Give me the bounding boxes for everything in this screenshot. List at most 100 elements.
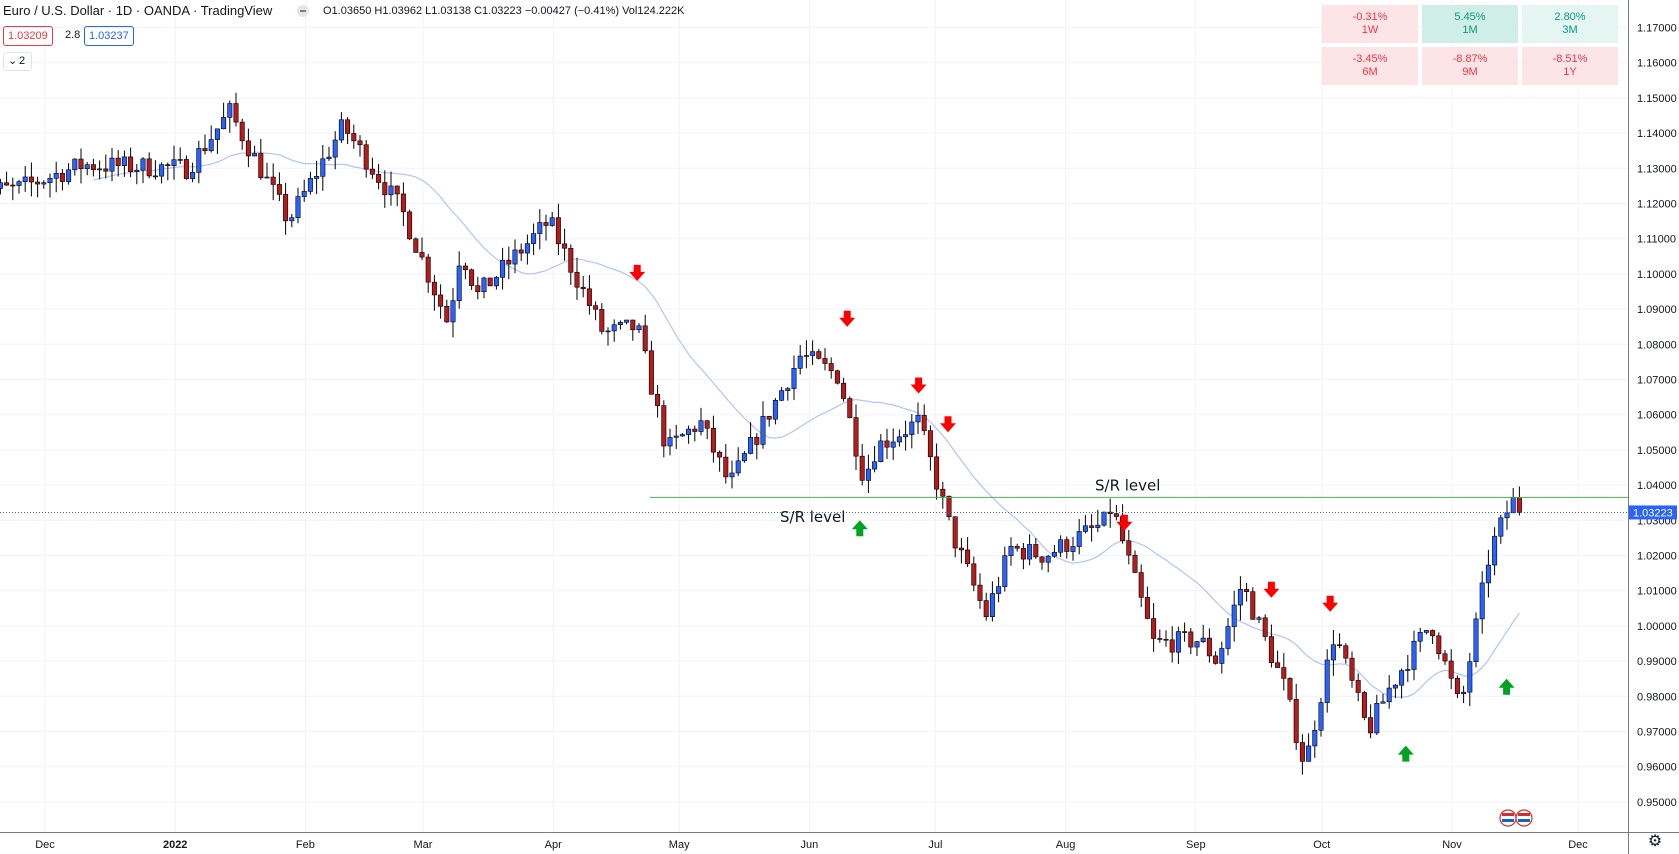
candle-body: [1392, 684, 1398, 689]
candle-body: [1504, 512, 1510, 519]
candle-body: [803, 355, 809, 357]
event-flag-stripe: [1518, 813, 1530, 816]
candle-body: [1113, 513, 1119, 517]
perf-cell-3m: 2.80% 3M: [1522, 5, 1618, 43]
y-tick-label: 1.11000: [1637, 234, 1676, 246]
candle-body: [1237, 589, 1243, 606]
candle-body: [1454, 677, 1460, 695]
candle-body: [717, 451, 723, 458]
candle-body: [289, 217, 295, 222]
perf-value: 2.80%: [1554, 11, 1586, 23]
sr-label: S/R level: [780, 508, 845, 526]
candle-body: [481, 277, 487, 293]
candle-body: [679, 434, 685, 437]
candle-body: [822, 358, 828, 364]
candle-body: [1281, 667, 1287, 679]
candle-body: [487, 277, 493, 287]
candle-body: [22, 176, 28, 182]
candle-body: [648, 350, 654, 395]
candle-body: [1231, 604, 1237, 627]
y-tick-label: 1.08000: [1637, 339, 1677, 351]
x-tick-label: Jul: [928, 839, 942, 851]
candle-body: [295, 196, 301, 218]
candle-body: [1318, 702, 1324, 731]
candle-body: [655, 393, 661, 406]
perf-label: 3M: [1562, 24, 1578, 36]
candle-body: [1008, 546, 1014, 556]
candle-body: [531, 233, 537, 244]
indicators-toggle[interactable]: ⌄ 2: [3, 52, 32, 71]
candle-body: [524, 243, 530, 254]
candle-body: [1324, 659, 1330, 703]
candle-body: [84, 164, 90, 170]
candle-body: [661, 405, 667, 447]
y-tick-label: 0.98000: [1637, 691, 1677, 703]
candle-body: [1051, 551, 1057, 557]
y-tick-label: 1.17000: [1637, 23, 1677, 35]
y-tick-label: 1.06000: [1637, 410, 1677, 422]
candle-body: [419, 252, 425, 258]
candle-body: [741, 453, 747, 462]
candle-body: [1510, 497, 1516, 514]
indicator-count: 2: [19, 55, 26, 67]
up-arrow-marker: [851, 520, 868, 537]
moving-average-line: [93, 151, 1520, 698]
y-tick-label: 1.00000: [1637, 621, 1677, 633]
collapse-icon[interactable]: [297, 5, 309, 17]
candle-body: [865, 468, 871, 481]
event-flag-stripe: [1502, 819, 1514, 822]
symbol-title[interactable]: Euro / U.S. Dollar · 1D · OANDA · Tradin…: [3, 3, 273, 18]
candle-body: [425, 256, 431, 283]
performance-widget: -0.31% 1W 5.45% 1M 2.80% 3M -3.45% 6M -8.87%…: [1322, 5, 1618, 85]
candle-body: [580, 286, 586, 290]
candle-body: [202, 148, 208, 152]
candle-body: [1516, 497, 1522, 513]
candle-body: [431, 281, 437, 296]
candle-body: [1293, 698, 1299, 743]
y-tick-label: 1.12000: [1637, 199, 1677, 211]
candle-body: [363, 144, 369, 170]
candle-body: [1194, 641, 1200, 648]
last-price-badge: [1629, 505, 1677, 520]
candle-body: [10, 184, 16, 187]
sell-price-button[interactable]: 1.03209: [3, 26, 53, 46]
candle-body: [121, 156, 127, 166]
candle-body: [537, 222, 543, 234]
candle-body: [859, 455, 865, 481]
candle-body: [270, 176, 276, 185]
candle-body: [469, 269, 475, 286]
candle-body: [177, 159, 183, 161]
y-tick-label: 1.05000: [1637, 445, 1677, 457]
candle-body: [1268, 636, 1274, 663]
candle-body: [128, 156, 134, 172]
candle-body: [190, 172, 196, 179]
candle-body: [221, 117, 227, 130]
down-arrow-marker: [629, 264, 646, 281]
candle-body: [748, 437, 754, 454]
candle-body: [934, 456, 940, 490]
buy-price-button[interactable]: 1.03237: [84, 26, 134, 46]
candle-body: [791, 368, 797, 389]
candle-body: [1386, 687, 1392, 703]
candle-body: [1479, 582, 1485, 620]
gear-icon[interactable]: ⚙: [1647, 833, 1663, 850]
candle-body: [109, 157, 115, 172]
candle-body: [369, 168, 375, 175]
x-tick-label: Dec: [35, 839, 55, 851]
candle-body: [1299, 742, 1305, 762]
candle-body: [872, 461, 878, 470]
candle-body: [227, 103, 233, 118]
candle-body: [1076, 531, 1082, 547]
chart-header: Euro / U.S. Dollar · 1D · OANDA · Tradin…: [0, 0, 900, 18]
y-tick-label: 1.01000: [1637, 586, 1677, 598]
candle-body: [1423, 630, 1429, 633]
perf-cell-1y: -8.51% 1Y: [1522, 47, 1618, 85]
candle-body: [673, 435, 679, 438]
candle-body: [1498, 517, 1504, 537]
candle-body: [214, 128, 220, 140]
candle-body: [1014, 546, 1020, 549]
candle-body: [766, 416, 772, 420]
candle-body: [159, 164, 165, 177]
candle-body: [35, 181, 41, 185]
